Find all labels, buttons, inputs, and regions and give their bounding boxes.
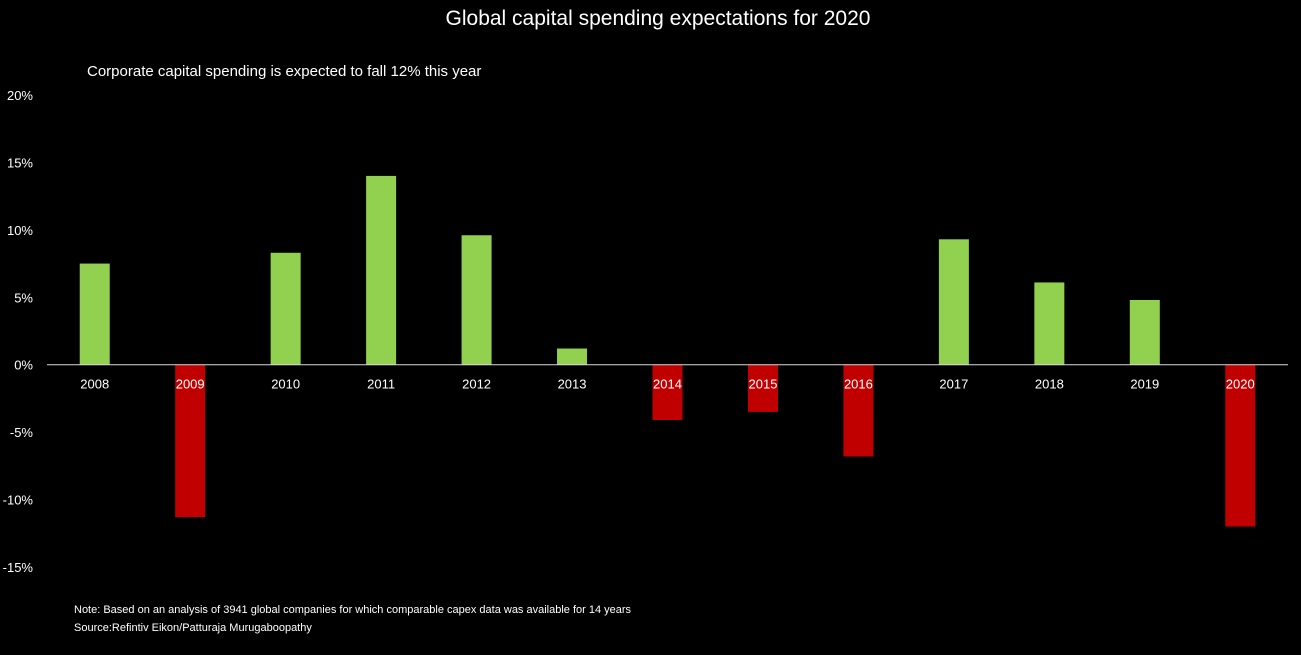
x-tick-label: 2012	[462, 377, 491, 392]
y-tick-label: 20%	[7, 88, 33, 103]
y-tick-label: 5%	[14, 290, 33, 305]
y-tick-label: -5%	[10, 425, 34, 440]
x-tick-label: 2009	[176, 377, 205, 392]
x-tick-label: 2018	[1035, 377, 1064, 392]
bar-2019	[1129, 299, 1160, 365]
bar-2012	[461, 235, 492, 365]
bar-2008	[79, 263, 110, 365]
y-tick-label: -15%	[3, 560, 34, 575]
chart-source: Source:Refintiv Eikon/Patturaja Murugabo…	[74, 622, 312, 634]
bar-2016	[843, 364, 874, 457]
x-tick-label: 2013	[558, 377, 587, 392]
x-tick-label: 2015	[749, 377, 778, 392]
bar-2018	[1034, 282, 1065, 365]
bar-2014	[652, 364, 683, 421]
bar-2015	[747, 364, 778, 412]
chart-subtitle: Corporate capital spending is expected t…	[87, 63, 481, 80]
chart-title: Global capital spending expectations for…	[446, 7, 871, 30]
x-tick-label: 2011	[367, 377, 395, 392]
bar-2020	[1225, 364, 1256, 527]
bar-2011	[366, 175, 397, 365]
x-axis-labels: 2008 2009 2010 2011 2012 2013 2014 2015 2016 2017…	[80, 377, 1254, 392]
y-tick-label: 10%	[7, 223, 33, 238]
chart-note: Note: Based on an analysis of 3941 globa…	[74, 604, 632, 616]
x-tick-label: 2017	[939, 377, 968, 392]
y-tick-label: 15%	[7, 155, 33, 170]
x-tick-label: 2010	[271, 377, 300, 392]
bar-2017	[938, 239, 969, 365]
x-tick-label: 2020	[1226, 377, 1255, 392]
bars	[79, 175, 1256, 527]
y-tick-label: 0%	[14, 358, 33, 373]
x-tick-label: 2014	[653, 377, 682, 392]
y-axis: 20% 15% 10% 5% 0% -5% -10% -15%	[3, 88, 34, 575]
bar-2013	[557, 348, 588, 365]
y-tick-label: -10%	[3, 493, 34, 508]
x-tick-label: 2008	[80, 377, 109, 392]
x-tick-label: 2019	[1130, 377, 1159, 392]
bar-2010	[270, 252, 301, 365]
x-tick-label: 2016	[844, 377, 873, 392]
bar-2009	[175, 364, 206, 518]
